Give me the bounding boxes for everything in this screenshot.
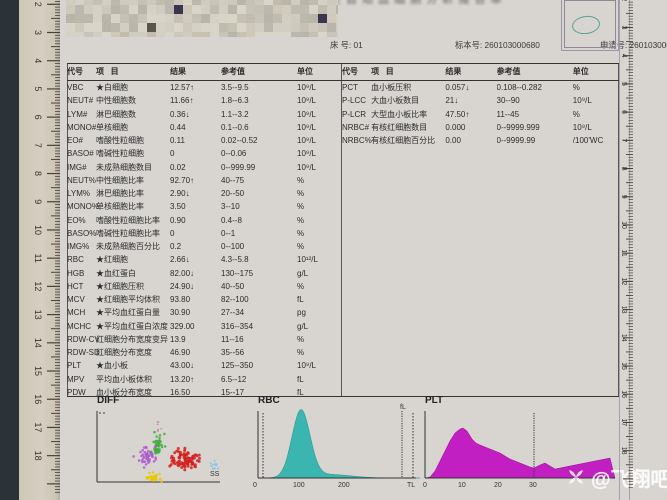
svg-text:8: 8: [33, 171, 43, 176]
svg-text:5: 5: [33, 86, 43, 91]
svg-text:3: 3: [620, 26, 627, 30]
svg-text:0: 0: [253, 482, 257, 489]
svg-text:12: 12: [33, 281, 43, 291]
svg-text:9: 9: [33, 199, 43, 204]
svg-text:11: 11: [33, 254, 43, 263]
svg-text:2: 2: [33, 2, 43, 7]
svg-text:9: 9: [620, 195, 627, 199]
svg-text:10: 10: [620, 221, 627, 229]
svg-text:17: 17: [33, 422, 43, 432]
svg-text:3: 3: [33, 30, 43, 35]
svg-text:16: 16: [33, 394, 43, 404]
svg-text:20: 20: [494, 482, 502, 489]
svg-text:fL: fL: [400, 404, 406, 411]
svg-text:6: 6: [620, 110, 627, 114]
svg-text:11: 11: [620, 250, 627, 257]
svg-text:7: 7: [620, 138, 627, 142]
svg-text:5: 5: [620, 82, 627, 86]
svg-text:18: 18: [620, 447, 627, 455]
svg-text:4: 4: [33, 58, 43, 63]
svg-text:2: 2: [620, 0, 627, 1]
svg-text:6: 6: [33, 115, 43, 120]
svg-text:15: 15: [620, 362, 627, 370]
svg-text:100: 100: [293, 482, 305, 489]
svg-text:14: 14: [620, 334, 627, 342]
svg-text:30: 30: [529, 482, 537, 489]
svg-text:4: 4: [620, 54, 627, 58]
svg-text:12: 12: [620, 277, 627, 285]
svg-text:0: 0: [423, 482, 427, 489]
svg-text:15: 15: [33, 366, 43, 376]
svg-text:7: 7: [33, 143, 43, 148]
svg-text:14: 14: [33, 338, 43, 348]
svg-text:10: 10: [33, 225, 43, 235]
svg-text:17: 17: [620, 419, 627, 427]
svg-text:18: 18: [33, 451, 43, 461]
svg-text:13: 13: [33, 310, 43, 320]
svg-text:8: 8: [620, 167, 627, 171]
svg-text:200: 200: [338, 482, 350, 489]
svg-text:16: 16: [620, 390, 627, 398]
svg-text:13: 13: [620, 306, 627, 314]
svg-text:10: 10: [458, 482, 466, 489]
